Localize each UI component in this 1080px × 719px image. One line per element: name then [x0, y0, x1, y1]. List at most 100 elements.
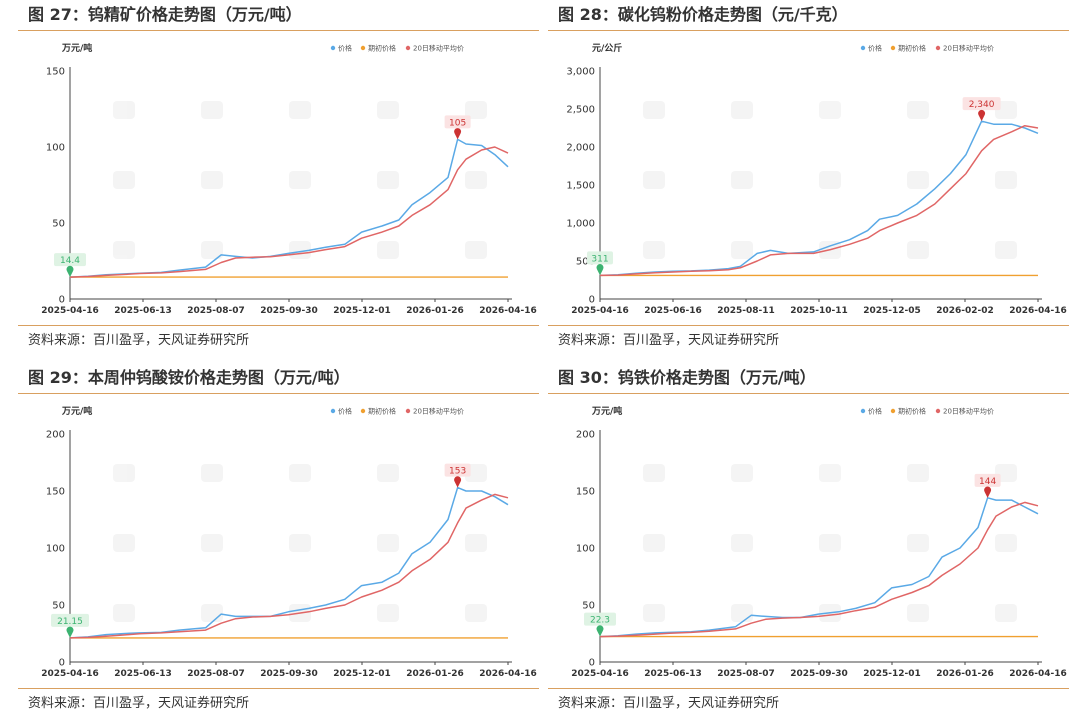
- watermark-mark: [731, 241, 753, 259]
- y-tick-label: 100: [576, 544, 595, 555]
- marker-label-bg: [444, 115, 471, 129]
- watermark-mark: [995, 604, 1017, 622]
- x-tick-label: 2025-08-07: [717, 669, 775, 679]
- legend-dot: [405, 408, 411, 414]
- legend-dot: [860, 408, 866, 414]
- legend-label: 20日移动平均价: [413, 44, 464, 53]
- watermark-mark: [201, 464, 223, 482]
- watermark-mark: [113, 101, 135, 119]
- x-tick-label: 2025-09-30: [260, 669, 318, 679]
- legend-label: 价格: [868, 44, 882, 53]
- x-tick-label: 2026-04-16: [1009, 669, 1067, 679]
- watermark-mark: [731, 534, 753, 552]
- watermark-mark: [201, 534, 223, 552]
- start-marker: 311: [587, 251, 613, 276]
- legend-dot: [890, 408, 896, 414]
- watermark-mark: [377, 101, 399, 119]
- y-tick-label: 1,000: [566, 219, 595, 230]
- watermark-mark: [995, 241, 1017, 259]
- watermark-mark: [643, 464, 665, 482]
- legend-label: 期初价格: [898, 407, 926, 416]
- watermark-mark: [643, 171, 665, 189]
- y-tick-label: 2,000: [566, 143, 595, 154]
- marker-label-bg: [962, 97, 1001, 111]
- start-marker: 21.15: [51, 613, 89, 638]
- x-tick-label: 2025-09-30: [790, 669, 848, 679]
- legend-label: 价格: [338, 407, 352, 416]
- y-tick-label: 100: [46, 143, 65, 154]
- x-tick-label: 2026-04-16: [1009, 306, 1067, 316]
- watermark: [113, 101, 487, 259]
- legend-label: 价格: [868, 407, 882, 416]
- legend-label: 价格: [338, 44, 352, 53]
- x-tick-label: 2026-01-26: [936, 669, 994, 679]
- y-tick-label: 200: [46, 430, 65, 441]
- watermark-mark: [731, 464, 753, 482]
- marker-label: 105: [449, 118, 466, 128]
- watermark-mark: [201, 171, 223, 189]
- peak-marker: 105: [444, 115, 471, 140]
- watermark-mark: [731, 171, 753, 189]
- watermark-mark: [907, 101, 929, 119]
- marker-pin: [978, 109, 986, 122]
- marker-pin: [984, 486, 992, 498]
- x-tick-label: 2026-01-26: [406, 306, 464, 316]
- legend-label: 20日移动平均价: [943, 407, 994, 416]
- marker-pin: [66, 265, 74, 278]
- y-tick-label: 150: [46, 487, 65, 498]
- legend: 价格 期初价格 20日移动平均价: [860, 44, 994, 53]
- legend-dot: [360, 408, 366, 414]
- marker-label-bg: [54, 253, 86, 267]
- line-chart: 万元/吨 价格 期初价格 20日移动平均价 0 50 100 150 2025-04-16 202…: [41, 42, 537, 316]
- watermark-mark: [113, 171, 135, 189]
- legend-label: 20日移动平均价: [943, 44, 994, 53]
- watermark-mark: [377, 534, 399, 552]
- x-tick-label: 2026-04-16: [479, 669, 537, 679]
- line-chart: 万元/吨 价格 期初价格 20日移动平均价 0 50 100 150 200 2025-04-16…: [41, 405, 537, 679]
- legend-dot: [330, 45, 336, 51]
- watermark: [113, 464, 487, 622]
- watermark-mark: [465, 534, 487, 552]
- peak-marker: 144: [974, 473, 1001, 498]
- legend: 价格 期初价格 20日移动平均价: [860, 407, 994, 416]
- x-tick-label: 2025-04-16: [41, 669, 99, 679]
- x-tick-label: 2025-04-16: [41, 306, 99, 316]
- watermark-mark: [289, 171, 311, 189]
- watermark-mark: [819, 101, 841, 119]
- y-tick-label: 50: [582, 601, 595, 612]
- x-tick-label: 2025-12-01: [333, 669, 391, 679]
- watermark-mark: [907, 241, 929, 259]
- unit-label: 万元/吨: [61, 42, 92, 54]
- y-tick-label: 50: [52, 219, 65, 230]
- chart-title: 图 30：钨铁价格走势图（万元/吨）: [548, 363, 1069, 394]
- x-tick-label: 2025-06-16: [644, 306, 702, 316]
- y-tick-label: 1,500: [566, 181, 595, 192]
- watermark-mark: [465, 171, 487, 189]
- chart-panel-apt: 图 29：本周仲钨酸铵价格走势图（万元/吨） 万元/吨 价格 期初价格 20日移动平均…: [18, 363, 539, 719]
- watermark-mark: [731, 101, 753, 119]
- line-chart: 元/公斤 价格 期初价格 20日移动平均价 0 500 1,000 1,500 2,000 2,5…: [566, 42, 1067, 316]
- watermark-mark: [201, 604, 223, 622]
- watermark-mark: [465, 604, 487, 622]
- watermark: [643, 464, 1017, 622]
- x-tick-label: 2025-12-01: [333, 306, 391, 316]
- series-line: [69, 493, 509, 639]
- source-note: 资料来源：百川盈孚，天风证券研究所: [548, 688, 1069, 719]
- marker-pin: [596, 625, 604, 637]
- series-line: [69, 146, 509, 278]
- unit-label: 元/公斤: [592, 42, 622, 54]
- legend-label: 期初价格: [898, 44, 926, 53]
- chart-panel-tungsten-concentrate: 图 27：钨精矿价格走势图（万元/吨） 万元/吨 价格 期初价格 20日移动平均价 0 5…: [18, 0, 539, 356]
- marker-label-bg: [444, 463, 471, 477]
- marker-pin: [66, 626, 74, 638]
- x-tick-label: 2026-02-02: [936, 306, 994, 316]
- y-tick-label: 2,500: [566, 105, 595, 116]
- source-note: 资料来源：百川盈孚，天风证券研究所: [18, 688, 539, 719]
- chart-title: 图 27：钨精矿价格走势图（万元/吨）: [18, 0, 539, 31]
- marker-label-bg: [584, 612, 616, 626]
- legend-dot: [405, 45, 411, 51]
- watermark-mark: [113, 464, 135, 482]
- watermark-mark: [113, 604, 135, 622]
- watermark-mark: [819, 464, 841, 482]
- y-tick-label: 500: [576, 257, 595, 268]
